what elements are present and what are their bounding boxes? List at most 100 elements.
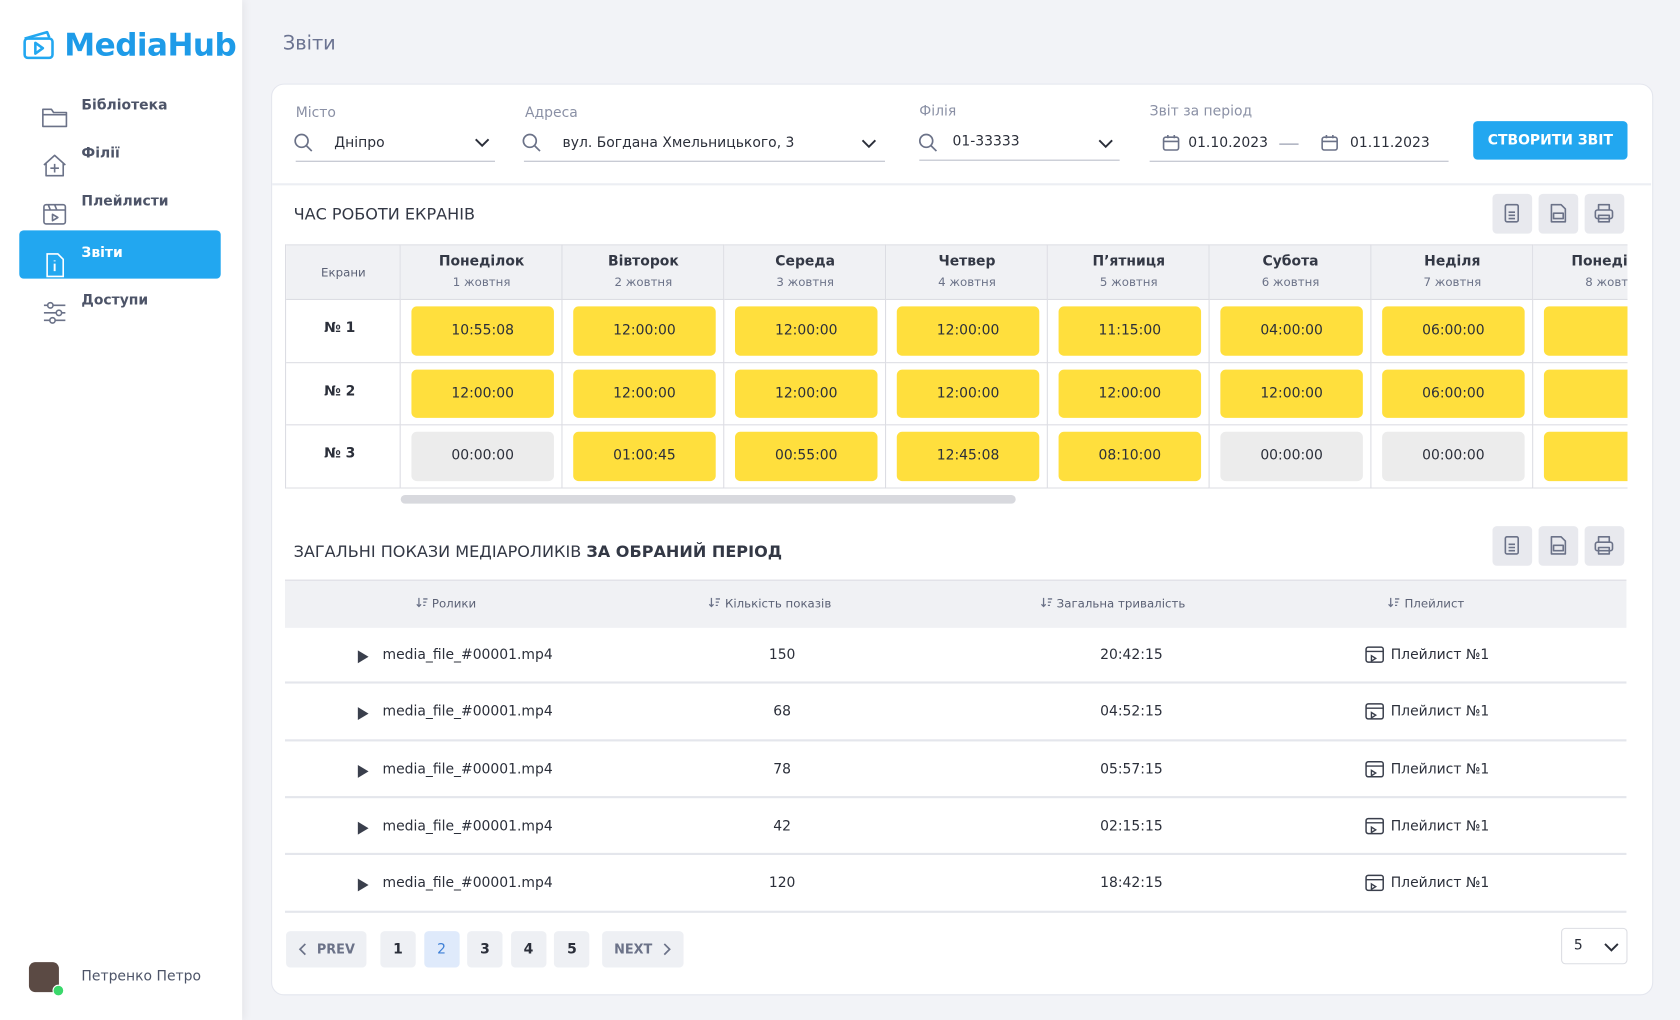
grid-cell (886, 299, 1048, 363)
show-count: 68 (773, 704, 791, 721)
column-header[interactable]: Кількість показів (641, 597, 898, 611)
filter-label: Філія (919, 103, 957, 120)
playlist-name[interactable]: Плейлист №1 (1390, 761, 1490, 778)
file-name[interactable]: media_file_#00001.mp4 (382, 875, 553, 892)
nav-item[interactable]: Звіти (19, 230, 221, 279)
city-select[interactable]: Дніпро (294, 122, 495, 162)
nav-item[interactable]: Доступи (19, 277, 220, 325)
user-name[interactable]: Петренко Петро (81, 968, 201, 985)
export-button[interactable] (1538, 526, 1579, 566)
hours-cell: 10:55:08 (411, 306, 554, 356)
search-icon (522, 133, 541, 152)
create-report-button[interactable]: СТВОРИТИ ЗВІТ (1473, 121, 1628, 160)
export-icon (1500, 201, 1524, 229)
hours-cell: 00:00:00 (1382, 431, 1525, 481)
file-name[interactable]: media_file_#00001.mp4 (382, 647, 553, 664)
day-name: Середа (775, 253, 836, 270)
play-icon-glyph (357, 650, 369, 664)
scrollbar[interactable] (400, 494, 1016, 504)
playlist-name[interactable]: Плейлист №1 (1390, 704, 1490, 721)
day-header (562, 244, 725, 300)
playlist-icon (1365, 646, 1384, 667)
grid-cell (724, 425, 887, 489)
file-name[interactable]: media_file_#00001.mp4 (382, 818, 553, 835)
export-button[interactable] (1492, 193, 1533, 234)
grid-cell (724, 362, 887, 426)
page-button[interactable]: 4 (510, 931, 547, 968)
hours-cell: 04:00:00 (1220, 306, 1363, 356)
file-name[interactable]: media_file_#00001.mp4 (382, 761, 553, 778)
play-icon-glyph (357, 878, 369, 892)
nav-label: Філії (81, 145, 120, 162)
grid-cell (1371, 362, 1534, 426)
play-icon-glyph (357, 764, 369, 778)
page-button[interactable]: 1 (380, 931, 416, 968)
grid-cell (1047, 299, 1210, 363)
export-icon-glyph (1594, 535, 1614, 555)
prev-button[interactable]: PREV (286, 931, 367, 968)
page-button[interactable]: 2 (423, 931, 460, 968)
brand-icon (23, 30, 54, 60)
sort-icon (415, 597, 432, 611)
nav-item[interactable]: Філії (19, 131, 220, 179)
grid-cell (1371, 425, 1534, 489)
next-button[interactable]: NEXT (602, 931, 684, 968)
playlist-name[interactable]: Плейлист №1 (1390, 875, 1490, 892)
row-head (286, 425, 401, 489)
hours-cell (1543, 431, 1628, 481)
column-header[interactable]: Плейлист (1297, 597, 1554, 611)
page-button[interactable]: 3 (467, 931, 503, 968)
page-size: 5 (1573, 937, 1583, 954)
screen-hours-table: Екрани Понеділок 1 жовтня Вівторок 2 жовтня С… (284, 244, 1628, 489)
sort-icon (1388, 597, 1405, 611)
page-title: Звіти (282, 32, 336, 55)
column-label: Плейлист (1404, 596, 1465, 611)
nav-item[interactable]: Бібліотека (19, 82, 220, 130)
period-input[interactable]: 01.10.2023 01.11.2023 (1149, 122, 1449, 162)
export-button[interactable] (1492, 526, 1533, 566)
grid-cell (1533, 363, 1628, 426)
hours-cell: 12:00:00 (1058, 369, 1202, 418)
export-icon-glyph (1594, 203, 1614, 223)
screen-label: № 3 (323, 445, 356, 462)
play-icon-glyph (357, 821, 369, 835)
total-duration: 04:52:15 (1100, 704, 1163, 721)
nav-label: Звіти (81, 245, 123, 262)
file-name[interactable]: media_file_#00001.mp4 (382, 704, 553, 721)
period-to: 01.11.2023 (1349, 134, 1430, 152)
play-icon (357, 877, 370, 897)
playlist-name[interactable]: Плейлист №1 (1390, 647, 1490, 664)
export-button[interactable] (1538, 193, 1579, 234)
row-head (286, 299, 401, 363)
address-value: вул. Богдана Хмельницького, 3 (562, 134, 795, 152)
play-icon (357, 762, 370, 782)
page-size-select[interactable]: 5 (1561, 927, 1628, 965)
hours-cell: 08:10:00 (1058, 431, 1202, 481)
show-count: 150 (768, 647, 796, 664)
page-button[interactable]: 5 (554, 931, 590, 968)
playlist-name[interactable]: Плейлист №1 (1390, 818, 1490, 835)
export-button[interactable] (1584, 526, 1625, 566)
online-dot (52, 984, 65, 997)
grid-cell (562, 362, 725, 426)
section-title-part: ЗАГАЛЬНІ ПОКАЗИ МЕДІАРОЛИКІВ (293, 542, 582, 562)
export-icon-glyph (1550, 203, 1567, 223)
export-button[interactable] (1584, 193, 1625, 234)
branch-select[interactable]: 01-33333 (918, 121, 1120, 161)
hours-cell (1543, 306, 1628, 356)
address-select[interactable]: вул. Богдана Хмельницького, 3 (522, 122, 885, 162)
calendar-icon (1321, 134, 1338, 151)
column-label: Загальна тривалість (1056, 596, 1186, 611)
hours-cell: 00:55:00 (734, 431, 878, 481)
show-count: 78 (773, 761, 791, 778)
column-header[interactable]: Загальна тривалість (984, 597, 1241, 611)
column-header[interactable]: Ролики (317, 597, 574, 611)
total-duration: 20:42:15 (1100, 647, 1163, 664)
hours-cell: 01:00:45 (573, 431, 716, 481)
nav-item[interactable]: Плейлисти (19, 179, 220, 227)
row-head (286, 362, 401, 426)
hours-cell: 00:00:00 (1220, 431, 1363, 481)
day-date: 5 жовтня (1099, 275, 1158, 290)
day-header (886, 244, 1048, 300)
playlist-icon-glyph (1365, 646, 1384, 663)
